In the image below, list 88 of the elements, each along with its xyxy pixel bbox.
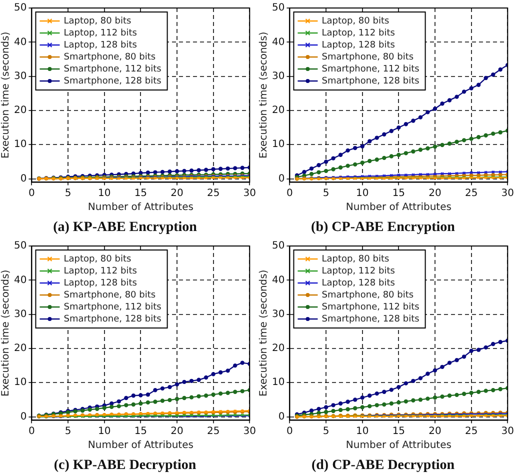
x-tick-label: 5 <box>322 426 330 437</box>
y-tick-label: 10 <box>14 377 27 388</box>
x-axis-title: Number of Attributes <box>346 202 452 213</box>
y-tick-label: 20 <box>272 105 285 116</box>
y-tick-label: 20 <box>14 105 27 116</box>
x-tick-label: 0 <box>286 426 293 437</box>
legend-label: Laptop, 128 bits <box>322 40 396 50</box>
legend-label: Laptop, 128 bits <box>322 278 396 288</box>
legend-label: Smartphone, 112 bits <box>64 64 162 74</box>
x-tick-label: 15 <box>134 426 148 437</box>
y-tick-label: 10 <box>272 377 285 388</box>
legend-label: Smartphone, 128 bits <box>322 314 420 324</box>
text: (d) CP-ABE Decryption <box>311 458 455 474</box>
x-axis-title: Number of Attributes <box>88 440 194 451</box>
x-axis-title: Number of Attributes <box>346 440 452 451</box>
y-tick-label: 30 <box>272 70 285 82</box>
y-tick-label: 40 <box>14 274 27 286</box>
legend-label: Laptop, 112 bits <box>64 266 138 276</box>
y-tick-label: 50 <box>14 2 27 14</box>
legend-label: Laptop, 80 bits <box>322 16 390 26</box>
y-tick-label: 10 <box>14 139 27 150</box>
y-tick-label: 10 <box>272 139 285 150</box>
y-tick-label: 30 <box>14 308 27 320</box>
x-tick-label: 15 <box>392 188 406 199</box>
legend-label: Smartphone, 128 bits <box>64 314 162 324</box>
y-tick-label: 50 <box>272 2 285 14</box>
legend-label: Laptop, 112 bits <box>322 266 396 276</box>
x-tick-label: 0 <box>28 426 35 437</box>
x-tick-label: 15 <box>134 188 148 199</box>
legend-label: Laptop, 112 bits <box>322 28 396 38</box>
legend-label: Smartphone, 112 bits <box>322 64 420 74</box>
text: (b) CP-ABE Encryption <box>311 220 456 236</box>
x-tick-label: 20 <box>428 426 442 437</box>
x-tick-label: 25 <box>206 426 220 437</box>
y-tick-label: 40 <box>272 274 285 286</box>
x-tick-label: 20 <box>170 188 184 199</box>
x-tick-label: 10 <box>356 188 369 199</box>
x-tick-label: 25 <box>206 188 220 199</box>
legend-label: Smartphone, 80 bits <box>322 52 414 62</box>
y-tick-label: 40 <box>14 36 27 48</box>
legend-label: Laptop, 128 bits <box>64 278 138 288</box>
legend-label: Smartphone, 80 bits <box>64 52 156 62</box>
x-tick-label: 30 <box>243 426 256 437</box>
legend-label: Smartphone, 80 bits <box>322 290 414 300</box>
x-tick-label: 0 <box>28 188 35 199</box>
y-tick-label: 20 <box>272 343 285 354</box>
legend-label: Smartphone, 128 bits <box>322 76 420 86</box>
text: (a) KP-ABE Encryption <box>53 220 198 236</box>
x-tick-label: 15 <box>392 426 406 437</box>
legend-label: Laptop, 80 bits <box>322 254 390 264</box>
y-tick-label: 40 <box>272 36 285 48</box>
legend-label: Laptop, 80 bits <box>64 16 132 26</box>
legend-label: Smartphone, 112 bits <box>322 302 420 312</box>
y-tick-label: 30 <box>14 70 27 82</box>
legend-label: Laptop, 112 bits <box>64 28 138 38</box>
y-axis-title: Execution time (seconds) <box>258 32 270 158</box>
x-tick-label: 30 <box>501 188 514 199</box>
text: (c) KP-ABE Decryption <box>54 458 196 474</box>
y-tick-label: 50 <box>272 240 285 252</box>
x-tick-label: 10 <box>98 426 111 437</box>
y-tick-label: 20 <box>14 343 27 354</box>
x-tick-label: 20 <box>170 426 184 437</box>
x-tick-label: 5 <box>322 188 330 199</box>
legend-label: Smartphone, 128 bits <box>64 76 162 86</box>
y-axis-title: Execution time (seconds) <box>258 270 270 396</box>
x-tick-label: 5 <box>64 426 72 437</box>
legend-label: Laptop, 128 bits <box>64 40 138 50</box>
x-tick-label: 10 <box>356 426 369 437</box>
x-tick-label: 20 <box>428 188 442 199</box>
y-tick-label: 0 <box>278 173 285 184</box>
x-tick-label: 25 <box>464 188 478 199</box>
legend-label: Smartphone, 80 bits <box>64 290 156 300</box>
y-tick-label: 0 <box>20 173 27 184</box>
y-tick-label: 0 <box>20 411 27 422</box>
y-tick-label: 0 <box>278 411 285 422</box>
x-tick-label: 10 <box>98 188 111 199</box>
x-tick-label: 30 <box>501 426 514 437</box>
x-axis-title: Number of Attributes <box>88 202 194 213</box>
y-axis-title: Execution time (seconds) <box>0 32 12 158</box>
y-tick-label: 30 <box>272 308 285 320</box>
x-tick-label: 25 <box>464 426 478 437</box>
x-tick-label: 0 <box>286 188 293 199</box>
x-tick-label: 30 <box>243 188 256 199</box>
legend-label: Laptop, 80 bits <box>64 254 132 264</box>
y-axis-title: Execution time (seconds) <box>0 270 12 396</box>
x-tick-label: 5 <box>64 188 72 199</box>
legend-label: Smartphone, 112 bits <box>64 302 162 312</box>
y-tick-label: 50 <box>14 240 27 252</box>
